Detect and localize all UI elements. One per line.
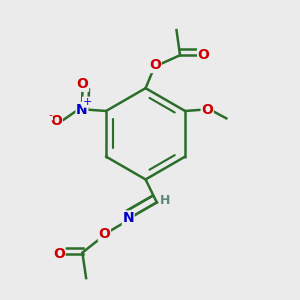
Text: O: O	[198, 48, 209, 62]
Text: O: O	[76, 77, 88, 91]
Text: H: H	[160, 194, 170, 207]
Text: +: +	[82, 97, 92, 107]
Text: N: N	[122, 211, 134, 225]
Text: O: O	[50, 114, 62, 128]
Text: O: O	[98, 227, 110, 241]
Text: N: N	[76, 103, 88, 116]
Text: O: O	[53, 247, 65, 261]
Text: -: -	[48, 110, 52, 120]
Text: O: O	[201, 103, 213, 116]
Text: O: O	[149, 58, 161, 73]
